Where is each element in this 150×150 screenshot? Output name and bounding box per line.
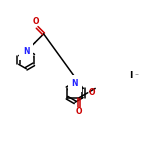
- Text: O: O: [33, 18, 40, 27]
- Text: I: I: [129, 70, 132, 80]
- Text: N: N: [23, 47, 30, 56]
- Text: ⁻: ⁻: [134, 71, 138, 80]
- Text: O: O: [76, 107, 82, 116]
- Text: O: O: [88, 88, 95, 97]
- Text: N: N: [72, 79, 78, 88]
